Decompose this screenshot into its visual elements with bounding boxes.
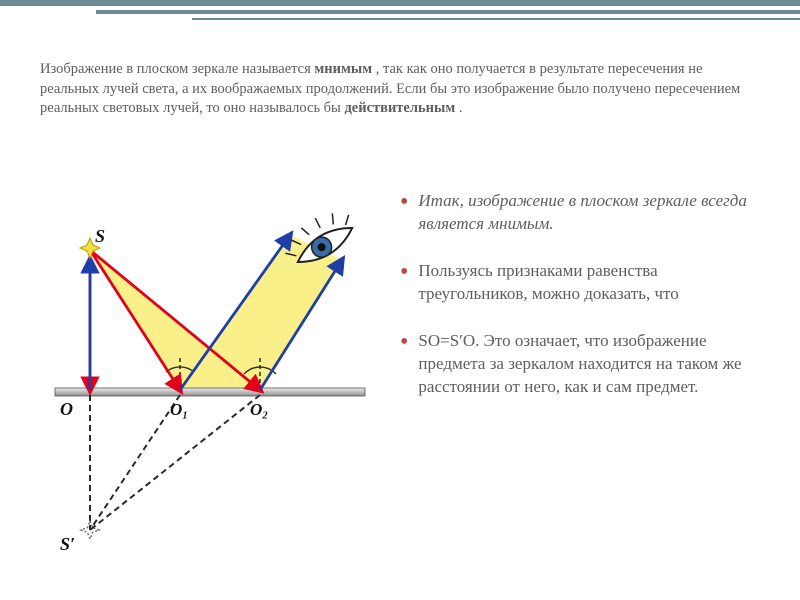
bullet-2: • Пользуясь признаками равенства треугол… [400, 260, 760, 306]
bullet-marker: • [400, 190, 408, 236]
intro-seg3: . [459, 100, 463, 116]
label-O2: O₂ [250, 400, 268, 419]
header-bar-1 [0, 0, 800, 6]
intro-paragraph: Изображение в плоском зеркале называется… [40, 60, 760, 119]
bullet-1: • Итак, изображение в плоском зеркале вс… [400, 190, 760, 236]
mirror-ray-diagram: S O O₁ O₂ S′ [40, 190, 380, 570]
bullet-marker: • [400, 260, 408, 306]
label-S: S [95, 226, 105, 246]
label-O: O [60, 399, 73, 419]
header-bars [0, 0, 800, 20]
header-bar-3 [192, 18, 800, 20]
bullet-3-text: SO=S′O. Это означает, что изображение пр… [418, 330, 760, 399]
virtual-ext-1 [90, 395, 180, 530]
content-row: S O O₁ O₂ S′ • Итак, изображение в плоск… [40, 190, 760, 580]
intro-bold1: мнимым [314, 61, 372, 77]
label-Sprime: S′ [60, 534, 75, 554]
bullet-1-pre: Итак, изображение в плоском зеркале [418, 191, 701, 210]
bullets-column: • Итак, изображение в плоском зеркале вс… [400, 190, 760, 580]
bullet-marker: • [400, 330, 408, 399]
label-O1: O₁ [170, 400, 188, 419]
intro-seg1: Изображение в плоском зеркале называется [40, 61, 314, 77]
diagram-column: S O O₁ O₂ S′ [40, 190, 380, 580]
intro-bold2: действительным [344, 100, 455, 116]
bullet-3: • SO=S′O. Это означает, что изображение … [400, 330, 760, 399]
mirror-surface [55, 388, 365, 396]
header-bar-2 [96, 10, 800, 14]
bullet-2-text: Пользуясь признаками равенства треугольн… [418, 260, 760, 306]
